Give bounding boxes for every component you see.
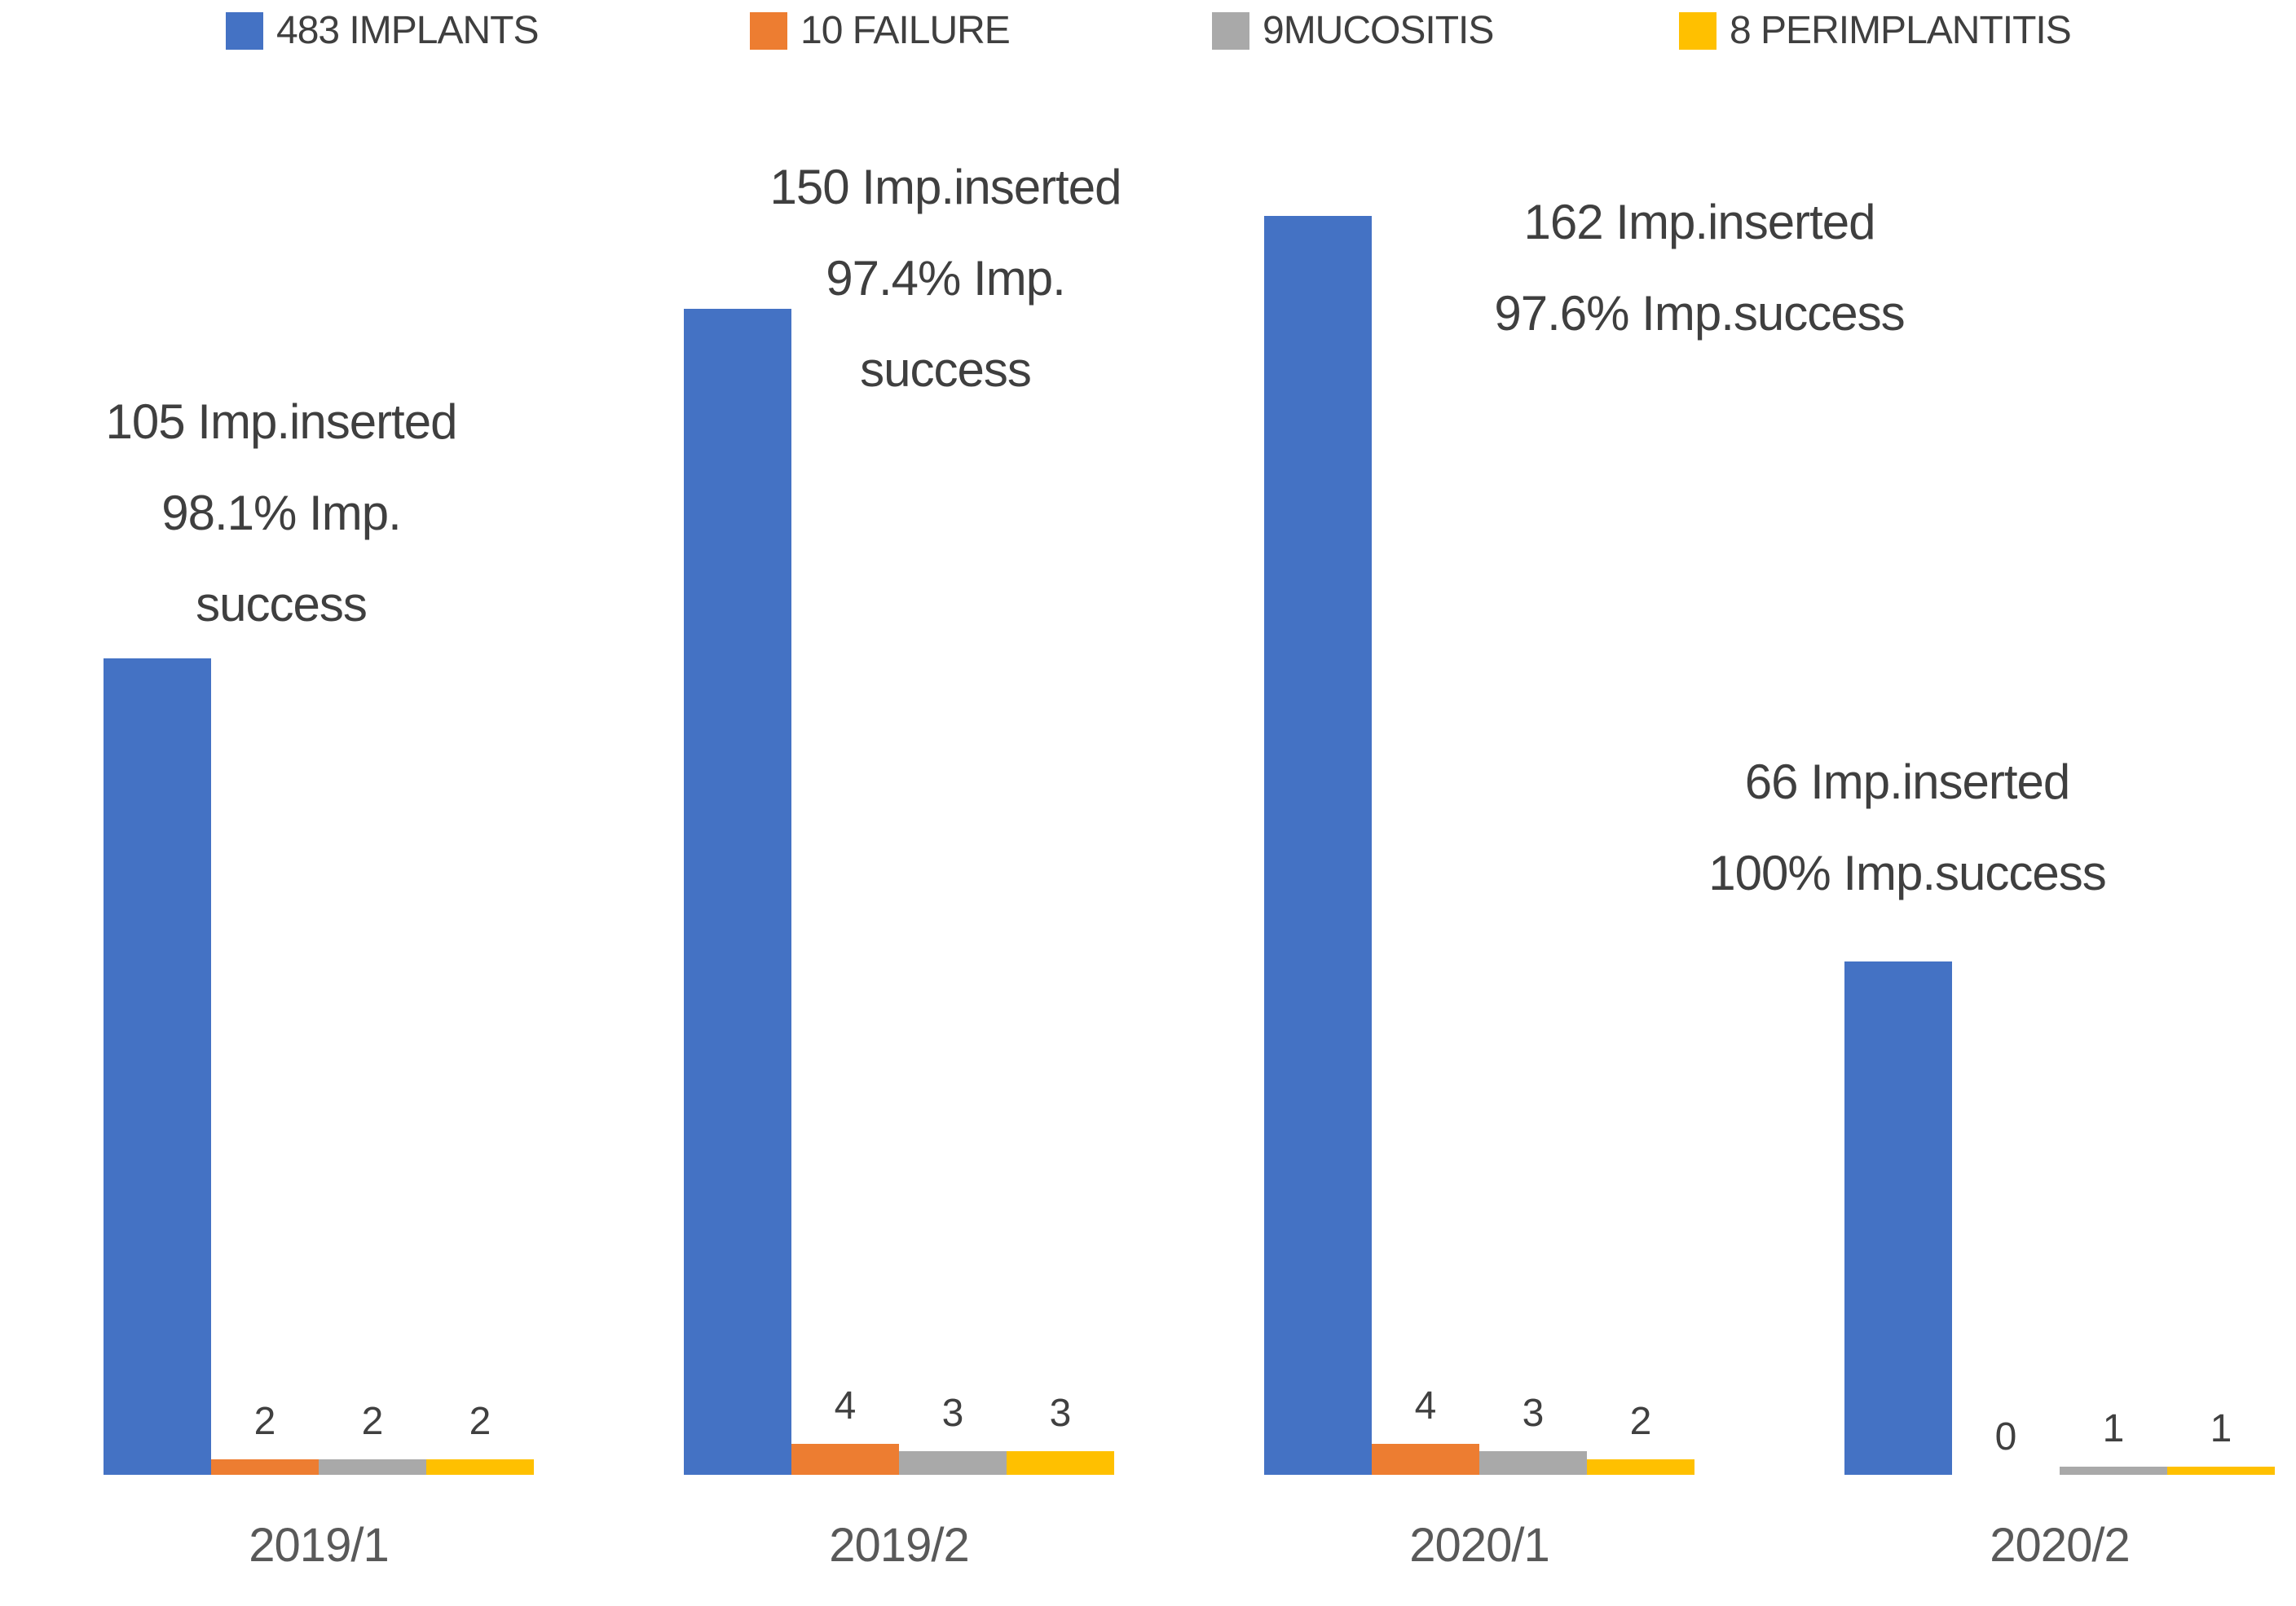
bar-implants-2020-1 (1264, 216, 1372, 1475)
data-label-mucositis-2019-2: 3 (941, 1392, 964, 1435)
annotation-line: success (196, 577, 368, 631)
data-label-mucositis-2020-1: 3 (1522, 1392, 1545, 1435)
legend-swatch-mucositis-icon (1212, 12, 1249, 50)
bar-mucositis-2020-1 (1479, 1451, 1587, 1475)
category-label-2019-2: 2019/2 (829, 1519, 969, 1572)
annotation-line: 150 Imp.inserted (769, 160, 1122, 214)
chart-legend: 483 IMPLANTS 10 FAILURE 9MUCOSITIS 8 PER… (0, 0, 2296, 65)
category-label-2020-2: 2020/2 (1990, 1519, 2130, 1572)
bar-mucositis-2020-2 (2060, 1467, 2167, 1475)
annotation-line: success (860, 342, 1032, 397)
data-label-perimplantitis-2020-2: 1 (2210, 1407, 2232, 1450)
data-label-perimplantitis-2019-2: 3 (1049, 1392, 1072, 1435)
annotation-2020-1: 162 Imp.inserted 97.6% Imp.success (1494, 177, 1905, 359)
data-label-failure-2019-1: 2 (253, 1400, 276, 1443)
annotation-line: 162 Imp.inserted (1523, 195, 1876, 249)
annotation-2019-1: 105 Imp.inserted 98.1% Imp. success (105, 376, 458, 650)
legend-label-perimplantitis: 8 PERIMPLANTITIS (1730, 9, 2072, 52)
legend-label-failure: 10 FAILURE (800, 9, 1011, 52)
bar-perimplantitis-2019-2 (1007, 1451, 1114, 1475)
legend-item-implants: 483 IMPLANTS (226, 9, 539, 52)
legend-swatch-failure-icon (750, 12, 787, 50)
annotation-2020-2: 66 Imp.inserted 100% Imp.success (1708, 737, 2107, 919)
bar-mucositis-2019-2 (899, 1451, 1007, 1475)
legend-swatch-perimplantitis-icon (1679, 12, 1716, 50)
data-label-failure-2019-2: 4 (834, 1384, 857, 1428)
bar-failure-2019-1 (211, 1459, 319, 1475)
bar-perimplantitis-2019-1 (426, 1459, 534, 1475)
data-label-perimplantitis-2020-1: 2 (1629, 1400, 1652, 1443)
bar-perimplantitis-2020-1 (1587, 1459, 1694, 1475)
category-label-2019-1: 2019/1 (249, 1519, 389, 1572)
annotation-2019-2: 150 Imp.inserted 97.4% Imp. success (770, 142, 1122, 416)
legend-item-mucositis: 9MUCOSITIS (1212, 9, 1494, 52)
legend-label-mucositis: 9MUCOSITIS (1263, 9, 1494, 52)
data-label-perimplantitis-2019-1: 2 (469, 1400, 491, 1443)
bar-implants-2019-2 (684, 309, 791, 1475)
data-label-mucositis-2019-1: 2 (361, 1400, 384, 1443)
annotation-line: 66 Imp.inserted (1744, 755, 2071, 809)
data-label-failure-2020-1: 4 (1414, 1384, 1437, 1428)
annotation-line: 97.4% Imp. (826, 251, 1065, 306)
annotation-line: 105 Imp.inserted (105, 394, 458, 449)
data-label-failure-2020-2: 0 (1994, 1415, 2017, 1459)
legend-label-implants: 483 IMPLANTS (276, 9, 539, 52)
legend-swatch-implants-icon (226, 12, 263, 50)
legend-item-failure: 10 FAILURE (750, 9, 1011, 52)
annotation-line: 98.1% Imp. (161, 486, 401, 540)
bar-implants-2019-1 (104, 658, 211, 1475)
bar-mucositis-2019-1 (319, 1459, 426, 1475)
bar-perimplantitis-2020-2 (2167, 1467, 2275, 1475)
bar-failure-2020-1 (1372, 1444, 1479, 1475)
annotation-line: 97.6% Imp.success (1494, 286, 1905, 341)
annotation-line: 100% Imp.success (1708, 846, 2107, 900)
bar-implants-2020-2 (1844, 961, 1952, 1475)
bar-failure-2019-2 (791, 1444, 899, 1475)
legend-item-perimplantitis: 8 PERIMPLANTITIS (1679, 9, 2072, 52)
category-label-2020-1: 2020/1 (1409, 1519, 1549, 1572)
data-label-mucositis-2020-2: 1 (2102, 1407, 2125, 1450)
